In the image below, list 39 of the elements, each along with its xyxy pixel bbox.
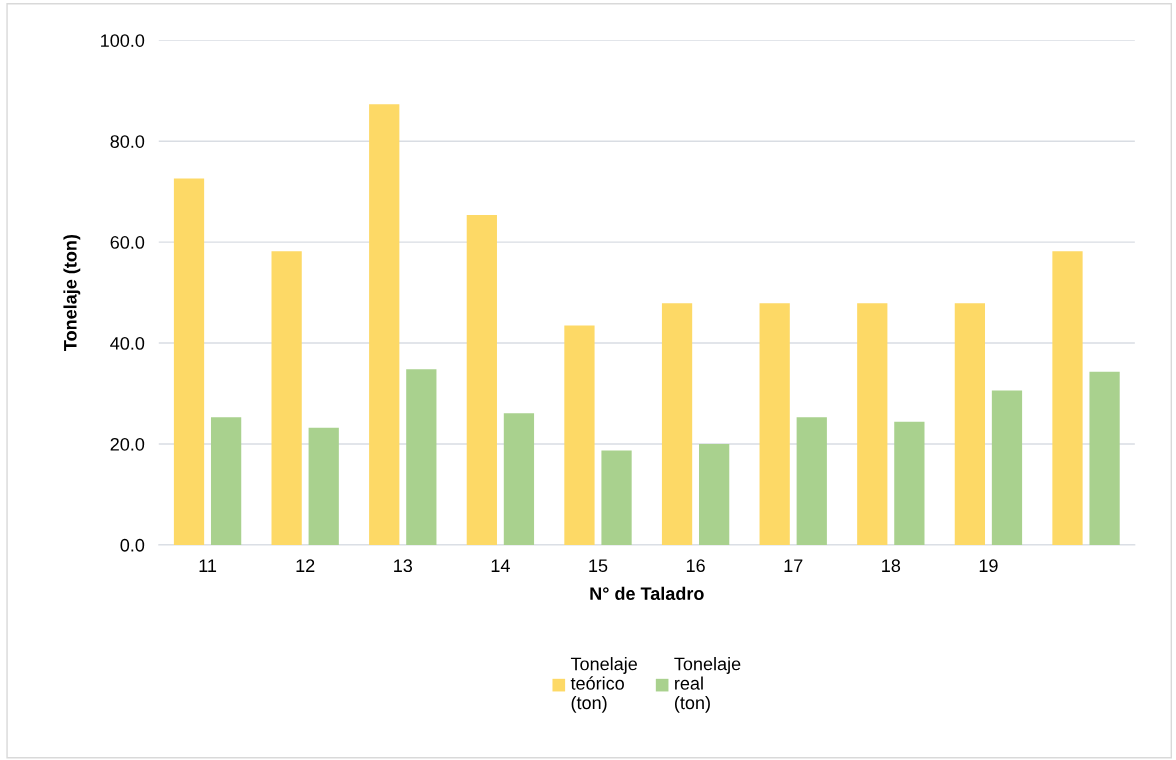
legend-label: Tonelaje real (ton)	[674, 657, 741, 713]
y-tick-label: 60.0	[110, 236, 145, 249]
bar	[210, 417, 242, 545]
x-tick-label: 14	[491, 559, 510, 572]
bar	[1052, 251, 1083, 545]
y-tick-label: 80.0	[110, 135, 145, 148]
y-tick-label: 40.0	[110, 337, 145, 350]
bar	[271, 251, 302, 545]
x-tick-label: 17	[784, 559, 803, 572]
x-tick-label: 11	[199, 559, 217, 572]
bar	[601, 450, 632, 545]
legend-label: Tonelaje teórico (ton)	[570, 657, 637, 713]
bar	[466, 214, 497, 545]
bar	[406, 369, 437, 545]
x-tick-label: 13	[394, 559, 413, 573]
x-axis-title: N° de Taladro	[590, 586, 704, 601]
bar	[661, 303, 693, 545]
bar	[308, 427, 339, 545]
bar	[173, 178, 205, 545]
x-tick-label: 15	[589, 559, 608, 573]
bar	[503, 413, 535, 545]
x-tick-label: 12	[296, 559, 315, 572]
bar	[699, 443, 730, 545]
bar	[857, 303, 888, 545]
bar	[894, 421, 925, 545]
bar	[1089, 371, 1120, 545]
y-tick-label: 0.0	[120, 538, 145, 552]
bar	[564, 325, 595, 545]
bar	[796, 417, 827, 545]
x-tick-label: 18	[882, 559, 901, 573]
x-tick-label: 16	[686, 559, 705, 573]
y-tick-label: 20.0	[110, 437, 145, 451]
bar	[991, 390, 1023, 545]
y-tick-label: 100.0	[101, 34, 145, 47]
y-axis-title: Tonelaje (ton)	[63, 234, 81, 351]
bar	[954, 303, 986, 545]
bar	[369, 104, 400, 545]
x-tick-label: 19	[979, 559, 998, 573]
bar	[759, 303, 790, 545]
